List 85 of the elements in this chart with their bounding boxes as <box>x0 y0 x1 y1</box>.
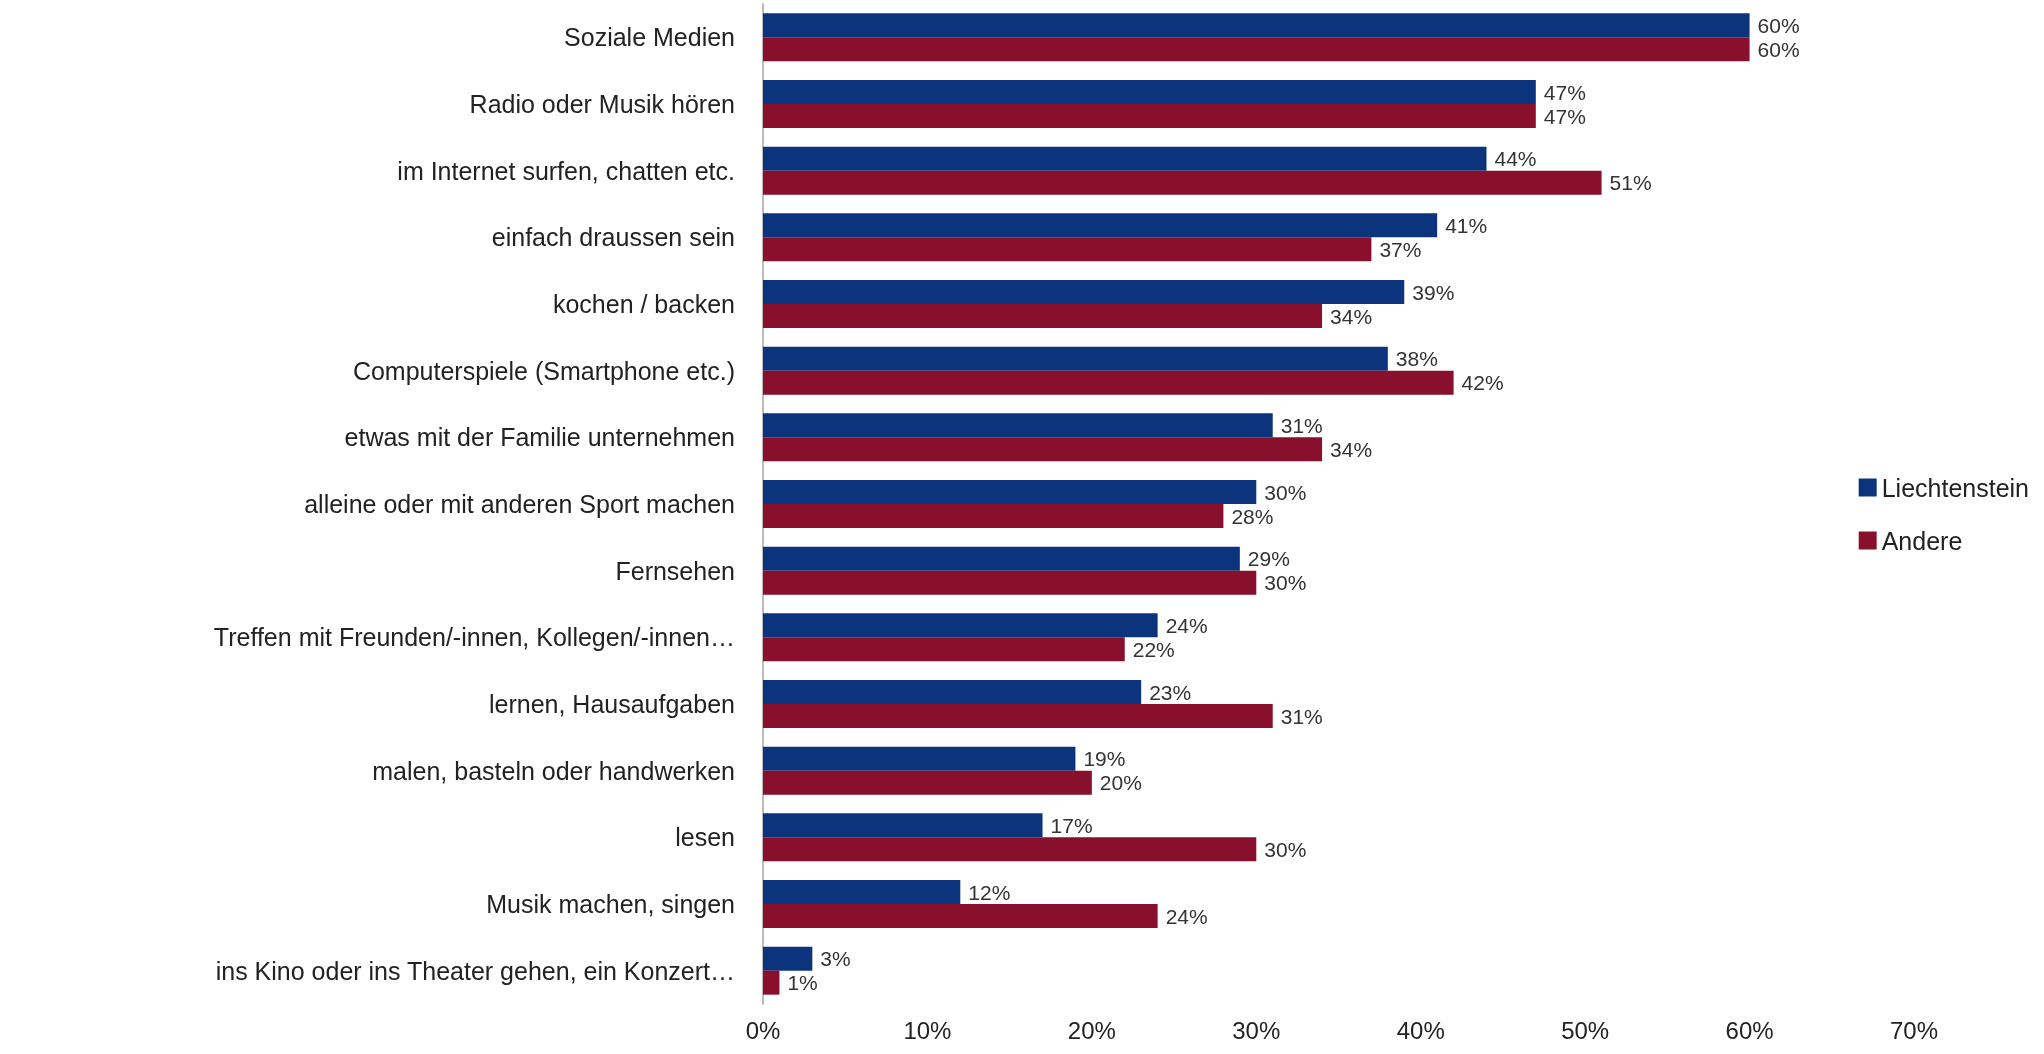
y-tick-label: ins Kino oder ins Theater gehen, ein Konzert… <box>215 956 735 985</box>
bar <box>763 304 1323 328</box>
y-tick-label: Soziale Medien <box>564 23 735 52</box>
y-tick-label: Radio oder Musik hören <box>469 90 735 118</box>
x-tick-label: 60% <box>1725 1016 1774 1044</box>
bar <box>763 813 1043 838</box>
bar <box>763 704 1273 728</box>
data-label: 44% <box>1494 147 1537 171</box>
data-label: 30% <box>1264 837 1307 861</box>
bar <box>763 213 1438 238</box>
data-label: 3% <box>820 947 851 971</box>
x-tick-label: 40% <box>1396 1016 1445 1044</box>
y-tick-label: im Internet surfen, chatten etc. <box>397 156 735 185</box>
y-tick-label: etwas mit der Familie unternehmen <box>344 423 735 452</box>
x-tick-label: 30% <box>1232 1016 1281 1044</box>
data-label: 60% <box>1757 13 1800 37</box>
bar <box>763 637 1125 662</box>
bar <box>763 104 1536 128</box>
data-label: 31% <box>1280 704 1323 728</box>
data-label: 1% <box>787 971 818 995</box>
data-label: 60% <box>1757 37 1800 61</box>
data-label: 34% <box>1330 304 1373 328</box>
data-label: 17% <box>1050 813 1093 837</box>
bar <box>763 970 780 995</box>
data-label: 42% <box>1461 371 1504 395</box>
y-tick-label: alleine oder mit anderen Sport machen <box>304 490 735 518</box>
y-tick-label: lernen, Hausaufgaben <box>488 690 735 718</box>
data-label: 31% <box>1280 413 1323 437</box>
bar <box>763 80 1536 104</box>
data-label: 47% <box>1543 80 1586 104</box>
data-label: 20% <box>1099 771 1142 795</box>
data-label: 47% <box>1543 104 1586 128</box>
bar <box>763 570 1257 595</box>
y-tick-label: Computerspiele (Smartphone etc.) <box>352 356 735 385</box>
y-tick-label: Fernsehen <box>615 556 735 585</box>
legend-label: Liechtenstein <box>1881 473 2029 502</box>
x-tick-label: 50% <box>1561 1016 1610 1044</box>
x-tick-label: 70% <box>1889 1016 1939 1044</box>
x-tick-label: 20% <box>1067 1016 1116 1044</box>
data-label: 41% <box>1445 213 1488 237</box>
data-label: 28% <box>1231 504 1274 528</box>
bar <box>763 504 1224 528</box>
data-label: 39% <box>1412 280 1455 304</box>
bar <box>763 680 1142 704</box>
data-label: 22% <box>1132 637 1175 661</box>
bar <box>763 413 1273 438</box>
data-label: 34% <box>1330 437 1373 461</box>
bar <box>763 613 1158 638</box>
data-label: 24% <box>1165 904 1208 928</box>
y-tick-label: Treffen mit Freunden/-innen, Kollegen/-innen… <box>213 623 735 652</box>
y-tick-label: einfach draussen sein <box>491 223 735 252</box>
bar <box>763 13 1750 38</box>
y-tick-label: lesen <box>675 823 735 852</box>
bar <box>763 480 1257 504</box>
data-label: 19% <box>1083 747 1126 771</box>
bar <box>763 370 1454 395</box>
y-tick-label: Musik machen, singen <box>486 890 735 918</box>
bar <box>763 170 1602 195</box>
y-tick-label: malen, basteln oder handwerken <box>372 756 735 785</box>
data-label: 30% <box>1264 480 1307 504</box>
data-label: 37% <box>1379 237 1422 261</box>
y-tick-label: kochen / backen <box>552 290 735 318</box>
bar <box>763 280 1405 304</box>
data-label: 24% <box>1165 613 1208 637</box>
bar <box>763 437 1323 462</box>
data-label: 23% <box>1149 680 1192 704</box>
data-label: 29% <box>1247 547 1290 571</box>
data-label: 51% <box>1609 171 1652 195</box>
bar <box>763 37 1750 62</box>
bar <box>763 837 1257 862</box>
bar <box>763 770 1092 795</box>
bar <box>763 346 1388 371</box>
legend-label: Andere <box>1881 526 1963 555</box>
x-tick-label: 10% <box>903 1016 952 1044</box>
bar <box>763 546 1240 571</box>
data-label: 12% <box>968 880 1011 904</box>
bar <box>763 237 1372 262</box>
data-label: 30% <box>1264 571 1307 595</box>
bar <box>763 880 961 904</box>
x-tick-label: 0% <box>745 1016 781 1044</box>
bar <box>763 904 1158 928</box>
bar <box>763 946 813 971</box>
data-label: 38% <box>1395 347 1438 371</box>
bar <box>763 746 1076 771</box>
bar <box>763 146 1487 171</box>
